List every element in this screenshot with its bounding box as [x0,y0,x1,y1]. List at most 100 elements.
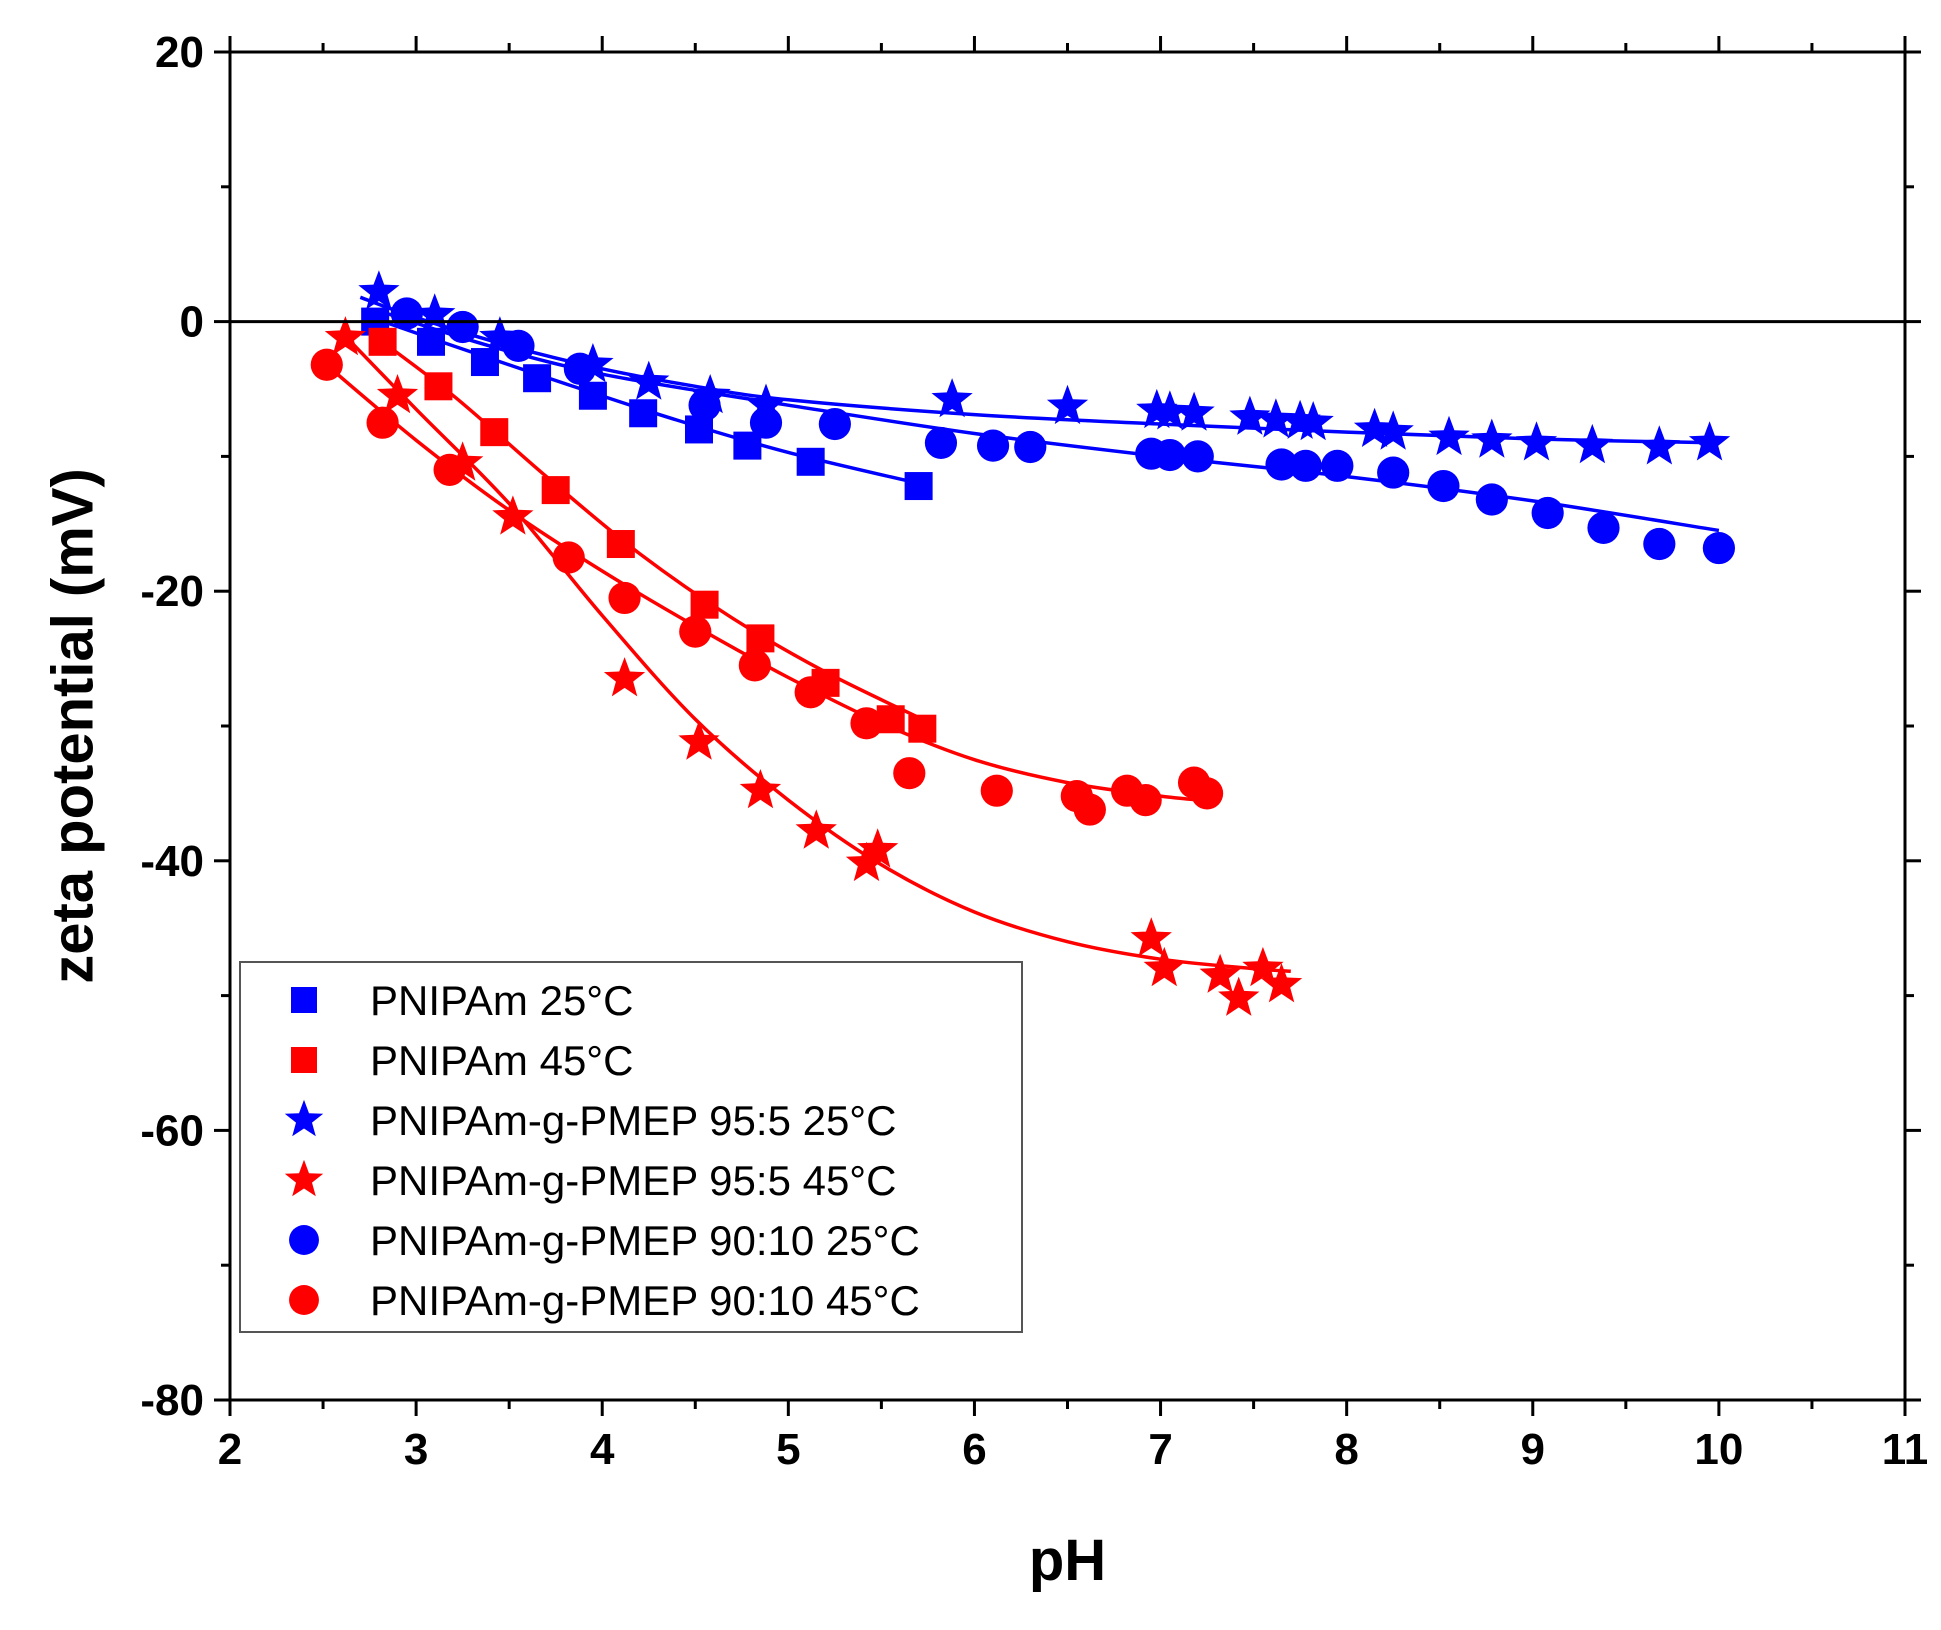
data-point-series-4 [1289,449,1322,482]
legend-marker [291,987,317,1013]
data-point-series-4 [976,429,1010,462]
data-point-series-5 [1190,777,1224,810]
data-point-series-2 [628,360,670,400]
x-axis-title: pH [1029,1528,1106,1593]
data-point-series-3 [1130,917,1172,957]
data-point-series-3 [1242,946,1284,987]
data-point-series-0 [578,381,607,410]
data-point-series-3 [1143,946,1185,987]
data-point-series-4 [446,310,479,344]
data-point-series-4 [1427,469,1460,503]
data-point-series-0 [523,364,552,393]
data-point-series-2 [1471,418,1513,458]
data-point-series-5 [850,707,883,740]
data-point-series-1 [690,590,719,619]
data-point-series-4 [1643,527,1676,561]
data-point-series-1 [424,372,453,401]
data-point-series-5 [1129,784,1162,817]
data-point-series-2 [1353,407,1396,447]
x-tick-label: 8 [1334,1425,1358,1474]
legend-label: PNIPAm-g-PMEP 95:5 25°C [370,1097,896,1144]
data-point-series-0 [733,431,762,460]
x-tick-label: 7 [1148,1425,1172,1474]
axis-ticks [214,36,1921,1416]
y-tick-label: -40 [140,837,204,886]
data-point-series-4 [1377,456,1410,489]
data-point-series-5 [980,774,1013,807]
data-point-series-4 [1702,531,1735,565]
legend-label: PNIPAm-g-PMEP 90:10 45°C [370,1277,920,1324]
data-point-series-4 [1587,511,1620,544]
data-point-series-5 [679,615,712,648]
data-point-series-2 [931,378,973,418]
data-point-series-3 [678,720,720,760]
data-point-series-5 [738,649,771,682]
data-point-series-3 [857,828,899,868]
data-point-series-1 [606,530,635,559]
data-point-series-4 [818,407,851,441]
data-point-series-5 [552,541,585,574]
data-point-series-4 [502,329,535,362]
x-tick-label: 2 [218,1425,242,1474]
legend-marker [284,1159,324,1197]
data-point-series-2 [414,293,456,333]
data-point-series-3 [1260,963,1303,1003]
data-point-series-5 [794,676,827,709]
data-point-series-0 [417,327,445,356]
y-tick-label: -80 [140,1376,204,1425]
x-tick-label: 4 [590,1425,615,1474]
data-point-series-3 [376,374,419,414]
data-point-series-4 [1531,496,1564,530]
data-point-series-1 [368,327,397,356]
y-tick-label: -60 [140,1106,204,1155]
data-point-series-2 [1255,398,1297,438]
data-point-series-1 [746,624,775,653]
data-point-series-4 [749,406,783,439]
data-point-series-3 [324,316,366,356]
data-point-series-3 [1199,953,1241,993]
data-point-series-2 [1046,384,1089,425]
y-tick-label: 20 [155,28,204,77]
data-point-series-2 [358,270,400,310]
data-point-series-5 [608,581,641,615]
legend-marker [291,1047,317,1073]
y-axis-title: zeta potential (mV) [40,468,105,984]
legend-label: PNIPAm-g-PMEP 90:10 25°C [370,1217,920,1264]
data-point-series-2 [1173,391,1215,431]
tick-labels: 2 3 4 5 6 7 8 9 10 11 20 0 -20 -40 -60 -80 [140,28,1928,1474]
data-point-series-1 [908,714,937,743]
data-point-series-2 [1688,421,1731,461]
data-point-series-4 [1475,483,1508,516]
data-point-series-2 [1149,390,1191,430]
data-point-series-2 [1515,421,1558,461]
data-point-series-5 [310,348,343,381]
legend-marker [284,1099,324,1137]
data-point-series-2 [1571,423,1613,464]
data-point-series-2 [1372,410,1414,450]
data-point-series-4 [688,389,721,422]
data-point-series-2 [1428,415,1470,456]
x-tick-label: 6 [962,1425,986,1474]
data-point-series-2 [745,383,787,423]
plot-frame [228,50,1907,1402]
legend-label: PNIPAm 45°C [370,1037,633,1084]
y-tick-label: 0 [180,298,204,347]
data-point-series-3 [603,657,646,697]
data-point-series-4 [563,352,596,385]
x-tick-label: 9 [1521,1425,1545,1474]
data-point-series-3 [739,769,782,809]
data-point-series-5 [893,757,926,790]
data-point-series-4 [1265,448,1298,481]
data-point-series-3 [492,495,534,535]
x-tick-label: 5 [776,1425,800,1474]
data-point-series-0 [629,399,658,428]
data-point-series-2 [1638,425,1680,465]
data-point-series-5 [366,406,399,439]
x-tick-label: 11 [1882,1425,1929,1474]
fit-curve-series-3 [340,331,1291,974]
data-point-series-5 [1073,793,1106,826]
data-point-series-2 [1292,401,1334,441]
data-point-series-4 [1321,449,1354,482]
